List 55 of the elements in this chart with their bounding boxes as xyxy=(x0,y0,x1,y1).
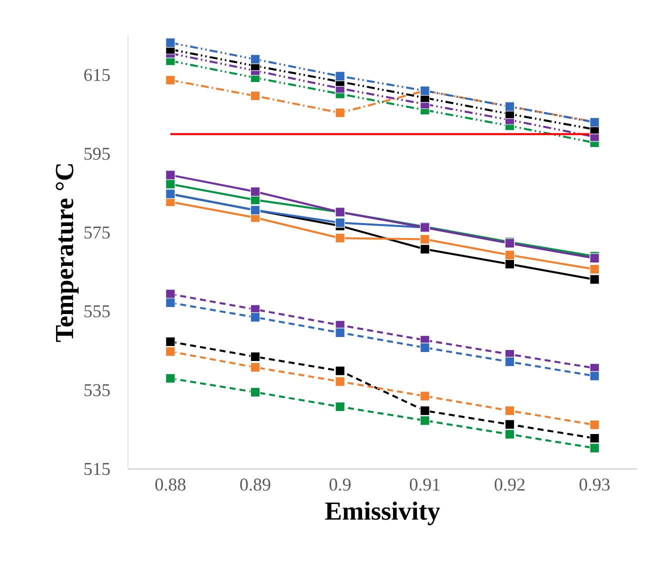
point xyxy=(250,312,260,322)
point xyxy=(335,71,345,82)
point xyxy=(335,366,345,376)
point xyxy=(335,218,345,228)
point xyxy=(250,362,260,372)
point xyxy=(590,264,600,274)
point xyxy=(420,234,430,244)
point xyxy=(590,443,600,454)
point xyxy=(166,170,176,180)
point xyxy=(504,429,515,440)
point xyxy=(250,90,260,101)
point xyxy=(335,328,345,338)
x-tick-label: 0.89 xyxy=(240,478,270,491)
point xyxy=(166,38,176,48)
point xyxy=(420,391,430,401)
point xyxy=(166,298,176,308)
point xyxy=(420,416,430,426)
point xyxy=(590,371,600,381)
y-tick-label: 575 xyxy=(84,226,110,239)
point xyxy=(166,179,176,190)
point xyxy=(504,356,515,367)
point xyxy=(420,342,430,353)
point xyxy=(420,244,430,254)
point xyxy=(166,289,176,299)
point xyxy=(590,433,600,444)
point xyxy=(250,186,260,197)
point xyxy=(504,420,515,430)
y-axis-title: Temperature °C xyxy=(56,164,79,342)
point xyxy=(166,346,176,356)
point xyxy=(166,336,176,347)
y-tick-label: 515 xyxy=(84,462,110,476)
point xyxy=(335,376,345,386)
point xyxy=(504,250,515,260)
point xyxy=(590,274,600,284)
y-tick-label: 595 xyxy=(84,148,110,160)
x-tick-label: 0.9 xyxy=(330,478,351,491)
point xyxy=(166,373,176,384)
point xyxy=(166,75,176,86)
x-tick-label: 0.88 xyxy=(155,478,186,491)
point xyxy=(250,387,260,398)
point xyxy=(504,406,515,416)
point xyxy=(590,420,600,430)
x-tick-label: 0.93 xyxy=(580,478,610,491)
y-tick-label: 615 xyxy=(84,68,110,82)
point xyxy=(335,108,345,118)
point xyxy=(335,402,345,412)
point xyxy=(335,233,345,244)
point xyxy=(250,54,260,64)
y-tick-label: 535 xyxy=(84,384,110,396)
y-tick-label: 555 xyxy=(84,305,110,318)
x-axis-title: Emissivity xyxy=(325,502,440,526)
point xyxy=(250,352,260,362)
x-tick-label: 0.92 xyxy=(494,478,525,491)
x-tick-label: 0.91 xyxy=(410,478,440,491)
point xyxy=(420,406,430,416)
